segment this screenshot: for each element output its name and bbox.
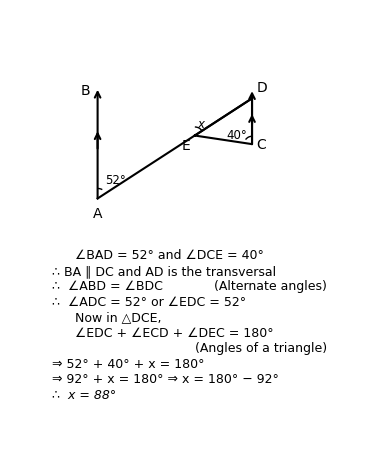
Text: ∴  ∠ADC = 52° or ∠EDC = 52°: ∴ ∠ADC = 52° or ∠EDC = 52° <box>52 295 246 308</box>
Text: ∴ BA ∥ DC and AD is the transversal: ∴ BA ∥ DC and AD is the transversal <box>52 264 276 277</box>
Text: ⇒ 52° + 40° + x = 180°: ⇒ 52° + 40° + x = 180° <box>52 357 204 370</box>
Text: 40°: 40° <box>226 129 247 142</box>
Text: x: x <box>198 118 205 130</box>
Text: ∠EDC + ∠ECD + ∠DEC = 180°: ∠EDC + ∠ECD + ∠DEC = 180° <box>75 326 273 339</box>
Text: (Angles of a triangle): (Angles of a triangle) <box>195 341 327 354</box>
Text: D: D <box>256 81 267 95</box>
Text: A: A <box>93 206 102 220</box>
Text: ⇒ 92° + x = 180° ⇒ x = 180° − 92°: ⇒ 92° + x = 180° ⇒ x = 180° − 92° <box>52 373 279 386</box>
Text: ∴  ∠ABD = ∠BDC: ∴ ∠ABD = ∠BDC <box>52 280 163 293</box>
Text: ∴  x = 88°: ∴ x = 88° <box>52 388 116 401</box>
Text: (Alternate angles): (Alternate angles) <box>214 280 327 293</box>
Text: B: B <box>81 84 90 98</box>
Text: E: E <box>182 139 190 153</box>
Text: 52°: 52° <box>105 173 125 186</box>
Text: C: C <box>256 138 266 152</box>
Text: ∠BAD = 52° and ∠DCE = 40°: ∠BAD = 52° and ∠DCE = 40° <box>75 249 263 262</box>
Text: Now in △DCE,: Now in △DCE, <box>75 311 161 324</box>
